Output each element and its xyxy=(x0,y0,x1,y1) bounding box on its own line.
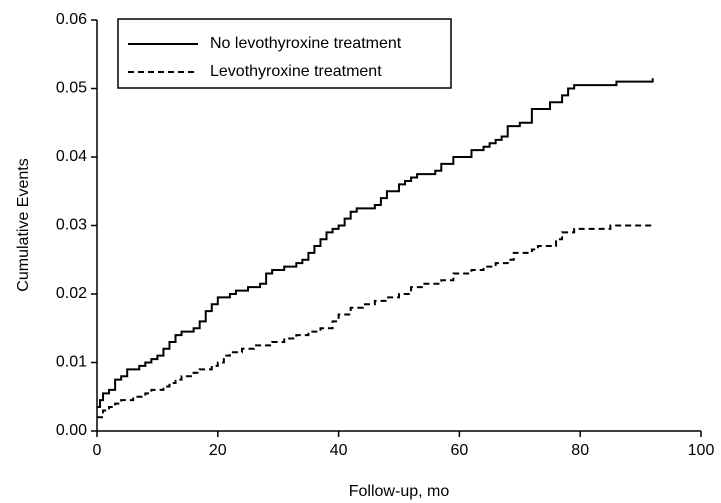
x-tick-label: 60 xyxy=(451,442,469,459)
x-tick-label: 20 xyxy=(209,442,227,459)
y-tick-label: 0.04 xyxy=(56,148,87,165)
x-tick-label: 40 xyxy=(330,442,348,459)
x-tick-label: 100 xyxy=(688,442,715,459)
x-tick-label: 80 xyxy=(571,442,589,459)
y-tick-label: 0.02 xyxy=(56,285,87,302)
y-tick-label: 0.00 xyxy=(56,422,87,439)
legend-box xyxy=(117,18,452,89)
y-tick-label: 0.06 xyxy=(56,11,87,28)
x-tick-label: 0 xyxy=(93,442,102,459)
legend-label: No levothyroxine treatment xyxy=(210,35,402,52)
y-tick-label: 0.01 xyxy=(56,354,87,371)
step-line xyxy=(97,224,653,419)
y-axis-title: Cumulative Events xyxy=(15,158,32,291)
y-tick-label: 0.03 xyxy=(56,217,87,234)
step-line xyxy=(97,78,654,409)
y-tick-label: 0.05 xyxy=(56,80,87,97)
x-axis-title: Follow-up, mo xyxy=(349,483,450,500)
legend-label: Levothyroxine treatment xyxy=(210,63,382,80)
